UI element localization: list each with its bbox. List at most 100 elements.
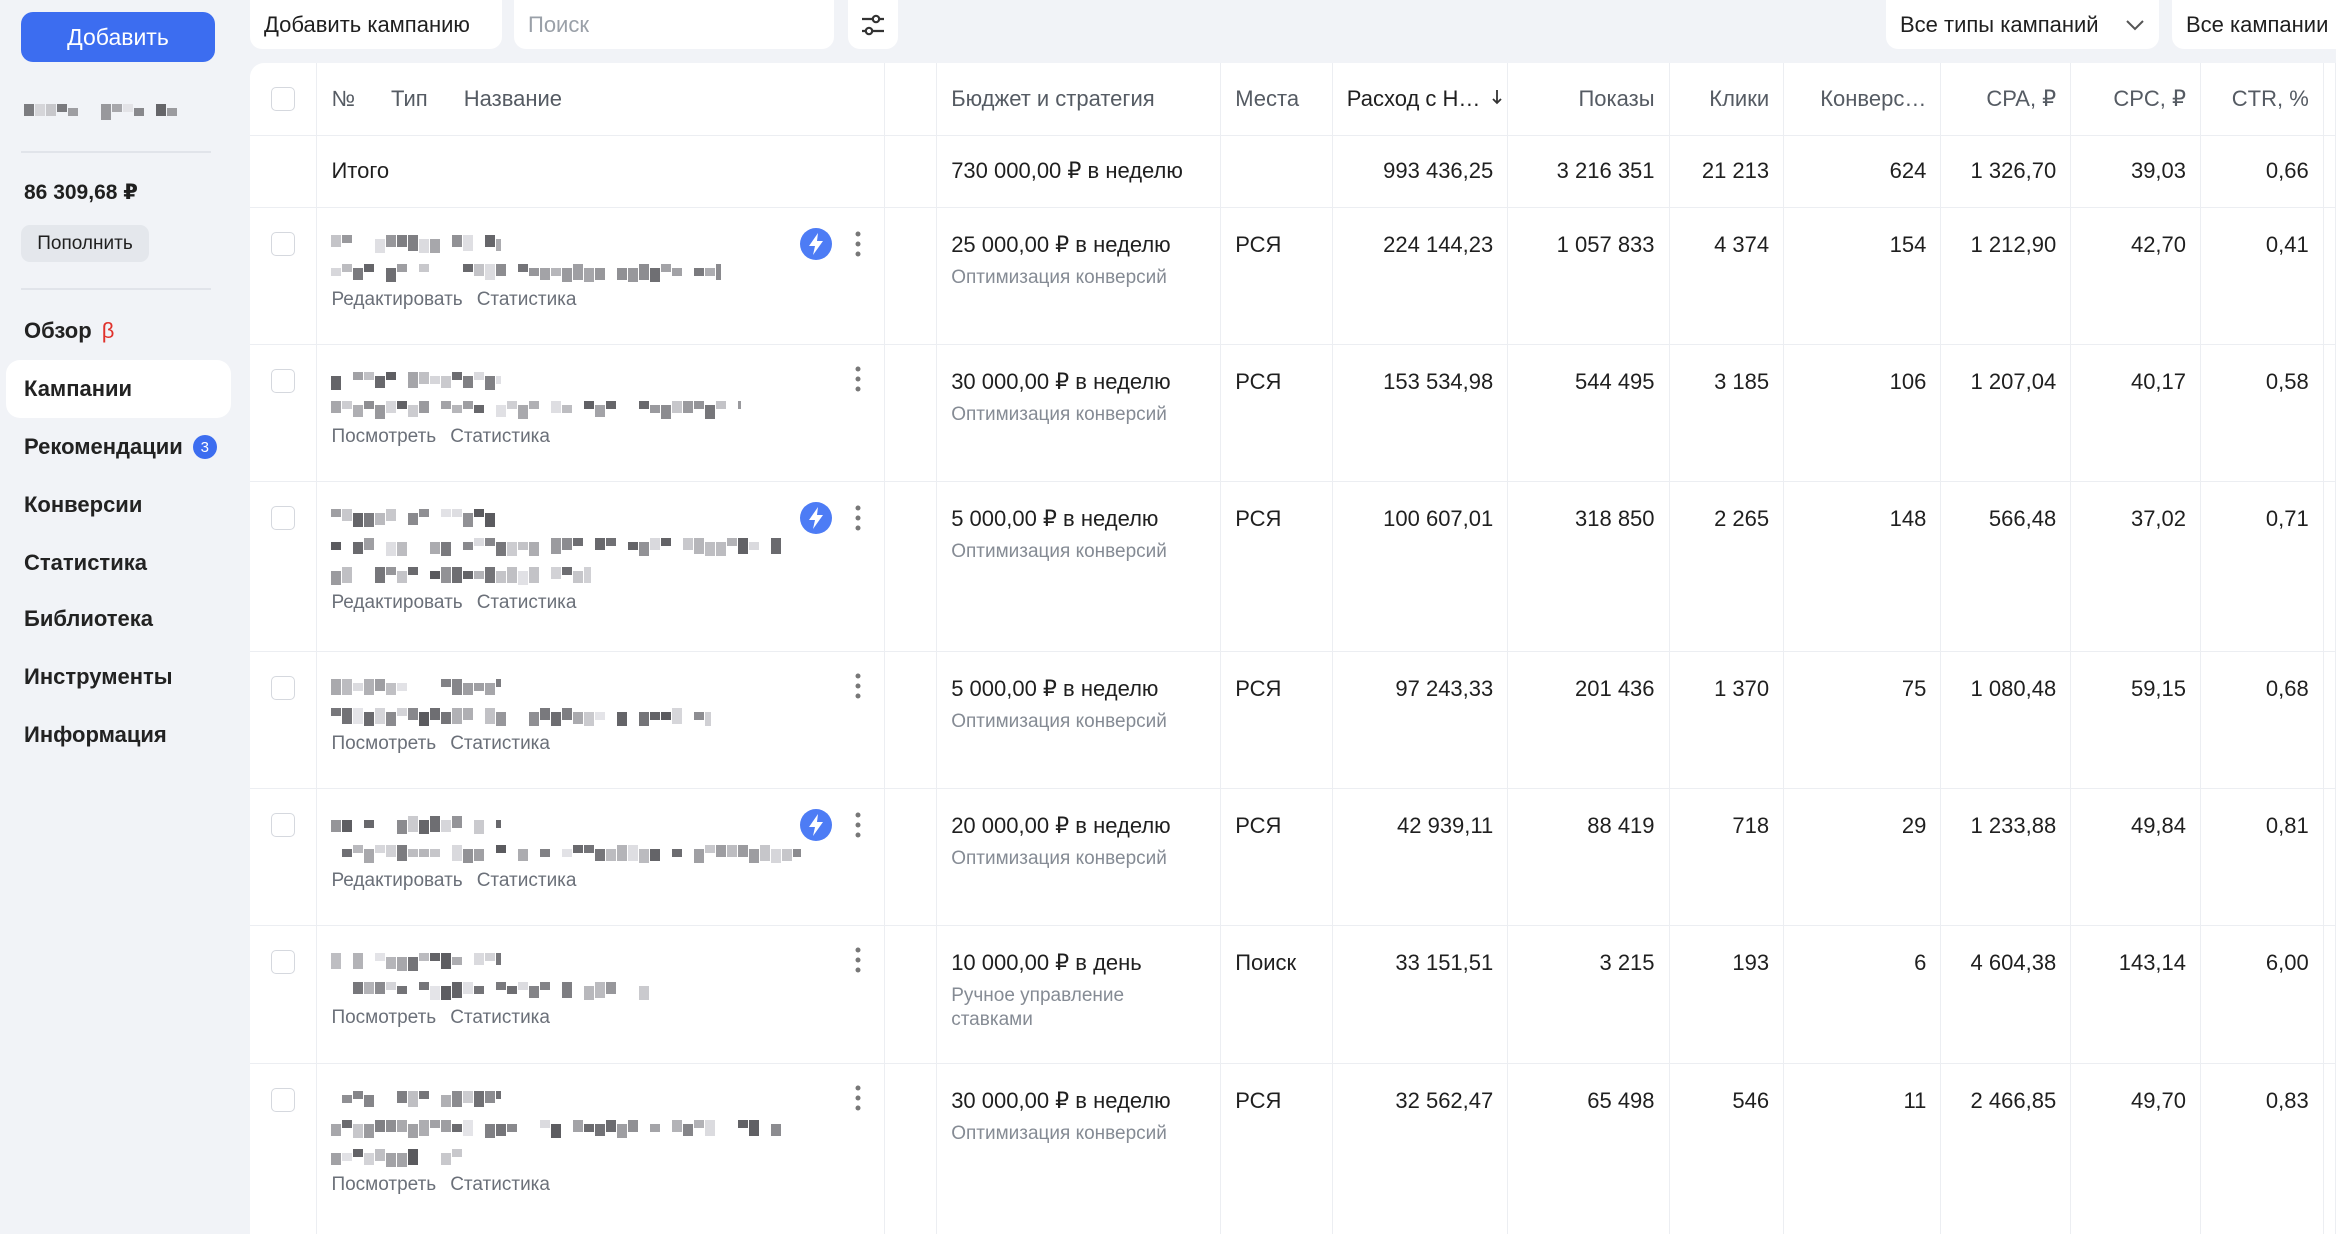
blur-pixel: [694, 711, 705, 720]
nav-item[interactable]: Кампании: [6, 360, 231, 418]
nav-item[interactable]: Библиотека: [6, 590, 231, 648]
checkbox[interactable]: [271, 1087, 296, 1112]
campaign-link[interactable]: Статистика: [450, 732, 550, 754]
checkbox[interactable]: [271, 86, 296, 111]
strategy: Ручное управление ставками: [951, 984, 1125, 1031]
blur-pixel: [463, 981, 474, 994]
blur-pixel: [485, 512, 496, 527]
nav-item[interactable]: Обзор β: [6, 302, 231, 360]
campaign-link[interactable]: Статистика: [450, 1006, 550, 1028]
campaign-filter[interactable]: Все кампании: [2172, 0, 2336, 49]
campaign-name-blurred: [331, 400, 742, 419]
cpa: 2 466,85: [1940, 1063, 2072, 1234]
blur-pixel: [507, 985, 518, 994]
header-label[interactable]: CTR, %: [2200, 63, 2324, 136]
add-campaign-button[interactable]: Добавить кампанию: [250, 0, 502, 49]
blur-pixel: [430, 570, 441, 579]
blur-pixel: [551, 537, 562, 554]
blur-pixel: [584, 267, 595, 282]
blur-pixel: [496, 404, 507, 417]
campaign-link[interactable]: Посмотреть: [331, 1173, 437, 1195]
kebab-menu[interactable]: [854, 504, 862, 532]
nav-item[interactable]: Инструменты: [6, 648, 231, 706]
kebab-dot: [855, 505, 861, 510]
blur-pixel: [474, 371, 485, 380]
campaign-link[interactable]: Статистика: [450, 425, 550, 447]
blur-pixel: [573, 537, 584, 546]
checkbox[interactable]: [271, 505, 296, 530]
campaign-table: № Тип Название Бюджет и стратегия Места Расхо…: [250, 63, 2336, 1234]
filter-settings-button[interactable]: [848, 0, 898, 49]
spend: 42 939,11: [1332, 788, 1509, 926]
rest: [2323, 481, 2336, 652]
blur-pixel: [474, 570, 485, 579]
campaign-link[interactable]: Редактировать: [331, 591, 463, 613]
header-label: №: [331, 85, 356, 111]
kebab-dot: [855, 957, 861, 962]
blur-pixel: [672, 848, 683, 857]
campaign-link[interactable]: Статистика: [476, 288, 577, 310]
kebab-menu[interactable]: [854, 672, 862, 700]
header-label[interactable]: Места: [1220, 63, 1333, 136]
blur-pixel: [397, 682, 408, 691]
kebab-dot: [855, 525, 861, 530]
campaign-link[interactable]: Статистика: [450, 1173, 550, 1195]
kebab-menu[interactable]: [854, 230, 862, 258]
nav-item[interactable]: Рекомендации 3: [6, 418, 231, 476]
nav-item[interactable]: Информация: [6, 706, 231, 764]
blur-pixel: [452, 981, 463, 998]
campaign-link[interactable]: Посмотреть: [331, 1006, 437, 1028]
checkbox[interactable]: [271, 675, 296, 700]
header-label[interactable]: Бюджет и стратегия: [936, 63, 1222, 136]
strategy: Оптимизация конверсий: [951, 266, 1167, 288]
nav-label: Рекомендации: [24, 434, 183, 459]
header-label[interactable]: Показы: [1507, 63, 1670, 136]
blur-pixel: [595, 404, 606, 417]
blur-pixel: [397, 1152, 408, 1167]
campaign-link[interactable]: Статистика: [476, 869, 577, 891]
autotarget-icon: [800, 501, 833, 534]
nav-item[interactable]: Конверсии: [6, 476, 231, 534]
blur-pixel: [551, 711, 562, 726]
kebab-menu[interactable]: [854, 946, 862, 974]
blur-pixel: [738, 844, 749, 857]
blur-pixel: [694, 537, 705, 554]
header-label[interactable]: Конверс…: [1783, 63, 1942, 136]
kebab-dot: [855, 251, 861, 256]
type-filter[interactable]: Все типы кампаний: [1886, 0, 2159, 49]
kebab-menu[interactable]: [854, 811, 862, 839]
campaign-name-cell: Посмотреть Статистика: [316, 925, 886, 1064]
search-input[interactable]: Поиск: [514, 0, 834, 49]
cpa: 1 080,48: [1940, 651, 2072, 789]
blur-pixel: [606, 1119, 617, 1132]
checkbox[interactable]: [271, 949, 296, 974]
blur-pixel: [606, 400, 617, 409]
header-label[interactable]: CPC, ₽: [2070, 63, 2202, 136]
blur-pixel: [408, 848, 419, 857]
campaign-link[interactable]: Статистика: [476, 591, 577, 613]
blur-pixel: [716, 400, 727, 409]
nav-item[interactable]: Статистика: [6, 534, 231, 592]
campaign-link[interactable]: Посмотреть: [331, 425, 437, 447]
topup-button[interactable]: Пополнить: [21, 225, 149, 262]
checkbox[interactable]: [271, 812, 296, 837]
blur-pixel: [595, 711, 606, 720]
total-budget: 730 000,00 ₽ в неделю: [936, 135, 1222, 208]
kebab-menu[interactable]: [854, 365, 862, 393]
blur-pixel: [529, 541, 540, 556]
checkbox[interactable]: [271, 231, 296, 256]
checkbox[interactable]: [271, 368, 296, 393]
places: РСЯ: [1220, 344, 1333, 482]
header-spend[interactable]: Расход с Н…: [1332, 63, 1509, 136]
blur-pixel: [386, 400, 397, 413]
add-button[interactable]: Добавить: [21, 12, 215, 62]
blur-pixel: [595, 267, 606, 280]
campaign-link[interactable]: Редактировать: [331, 288, 463, 310]
header-label[interactable]: Клики: [1669, 63, 1785, 136]
kebab-dot: [855, 673, 861, 678]
blur-pixel: [672, 707, 683, 724]
header-label[interactable]: CPA, ₽: [1940, 63, 2072, 136]
campaign-link[interactable]: Редактировать: [331, 869, 463, 891]
kebab-menu[interactable]: [854, 1084, 862, 1112]
campaign-link[interactable]: Посмотреть: [331, 732, 437, 754]
